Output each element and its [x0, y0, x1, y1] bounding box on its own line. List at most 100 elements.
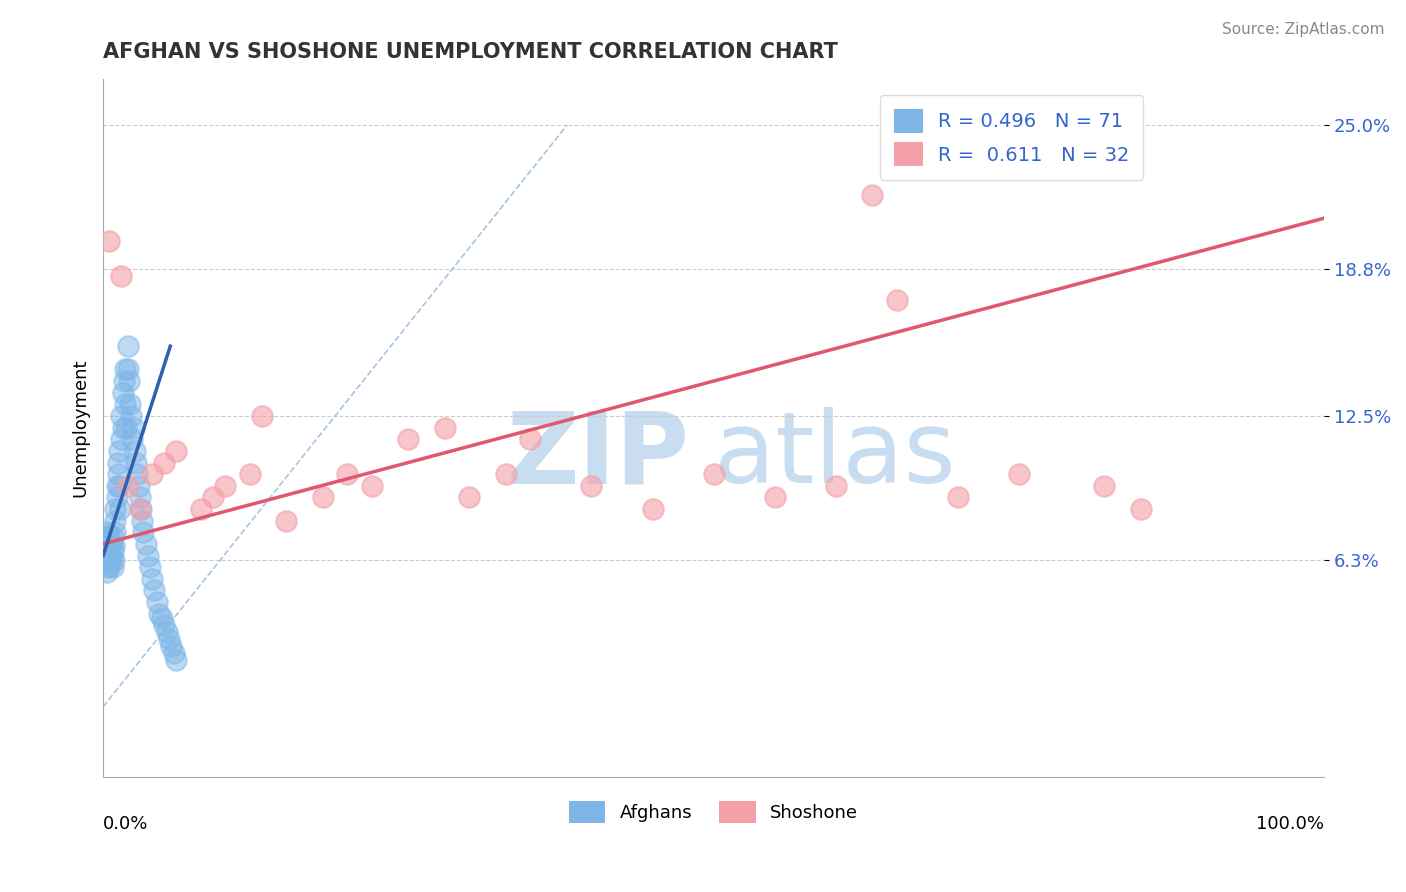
- Point: [458, 491, 481, 505]
- Point: [127, 467, 149, 482]
- Point: [100, 558, 122, 572]
- Point: [581, 479, 603, 493]
- Point: [107, 467, 129, 482]
- Point: [101, 560, 124, 574]
- Point: [98, 527, 121, 541]
- Point: [153, 618, 176, 632]
- Point: [336, 467, 359, 482]
- Point: [97, 560, 120, 574]
- Point: [312, 491, 335, 505]
- Point: [148, 607, 170, 621]
- Legend: Afghans, Shoshone: Afghans, Shoshone: [562, 794, 865, 830]
- Point: [1008, 467, 1031, 482]
- Point: [141, 467, 163, 482]
- Text: AFGHAN VS SHOSHONE UNEMPLOYMENT CORRELATION CHART: AFGHAN VS SHOSHONE UNEMPLOYMENT CORRELAT…: [103, 42, 838, 62]
- Point: [703, 467, 725, 482]
- Point: [100, 550, 122, 565]
- Point: [93, 537, 115, 551]
- Point: [97, 544, 120, 558]
- Point: [763, 491, 786, 505]
- Point: [886, 293, 908, 307]
- Point: [100, 546, 122, 560]
- Point: [93, 549, 115, 563]
- Point: [104, 514, 127, 528]
- Point: [641, 502, 664, 516]
- Point: [96, 565, 118, 579]
- Point: [101, 544, 124, 558]
- Point: [135, 537, 157, 551]
- Point: [129, 502, 152, 516]
- Point: [103, 553, 125, 567]
- Point: [108, 443, 131, 458]
- Point: [96, 549, 118, 563]
- Point: [824, 479, 846, 493]
- Point: [860, 188, 883, 202]
- Point: [239, 467, 262, 482]
- Text: ZIP: ZIP: [506, 407, 689, 504]
- Point: [114, 362, 136, 376]
- Point: [1092, 479, 1115, 493]
- Point: [111, 420, 134, 434]
- Point: [156, 625, 179, 640]
- Point: [98, 553, 121, 567]
- Point: [105, 479, 128, 493]
- Point: [117, 362, 139, 376]
- Point: [121, 432, 143, 446]
- Point: [111, 385, 134, 400]
- Point: [122, 420, 145, 434]
- Point: [108, 479, 131, 493]
- Point: [160, 640, 183, 654]
- Point: [117, 479, 139, 493]
- Point: [250, 409, 273, 423]
- Point: [110, 502, 132, 516]
- Point: [118, 374, 141, 388]
- Point: [125, 456, 148, 470]
- Point: [519, 432, 541, 446]
- Point: [110, 269, 132, 284]
- Point: [165, 653, 187, 667]
- Point: [101, 530, 124, 544]
- Point: [103, 539, 125, 553]
- Point: [112, 374, 135, 388]
- Point: [117, 339, 139, 353]
- Point: [120, 409, 142, 423]
- Point: [100, 534, 122, 549]
- Point: [165, 443, 187, 458]
- Point: [96, 525, 118, 540]
- Point: [114, 397, 136, 411]
- Point: [495, 467, 517, 482]
- Point: [276, 514, 298, 528]
- Point: [190, 502, 212, 516]
- Point: [433, 420, 456, 434]
- Point: [107, 456, 129, 470]
- Point: [150, 611, 173, 625]
- Point: [163, 646, 186, 660]
- Point: [143, 583, 166, 598]
- Point: [94, 533, 117, 547]
- Point: [104, 525, 127, 540]
- Point: [131, 514, 153, 528]
- Point: [115, 420, 138, 434]
- Point: [105, 491, 128, 505]
- Point: [153, 456, 176, 470]
- Text: atlas: atlas: [714, 407, 955, 504]
- Y-axis label: Unemployment: Unemployment: [72, 359, 89, 497]
- Point: [110, 432, 132, 446]
- Point: [146, 595, 169, 609]
- Point: [94, 541, 117, 556]
- Point: [104, 502, 127, 516]
- Point: [128, 491, 150, 505]
- Text: 0.0%: 0.0%: [103, 815, 149, 833]
- Point: [97, 530, 120, 544]
- Point: [128, 502, 150, 516]
- Point: [128, 479, 150, 493]
- Point: [138, 560, 160, 574]
- Point: [1129, 502, 1152, 516]
- Point: [124, 443, 146, 458]
- Point: [141, 572, 163, 586]
- Point: [110, 409, 132, 423]
- Point: [157, 632, 180, 647]
- Text: 100.0%: 100.0%: [1256, 815, 1324, 833]
- Point: [136, 549, 159, 563]
- Point: [214, 479, 236, 493]
